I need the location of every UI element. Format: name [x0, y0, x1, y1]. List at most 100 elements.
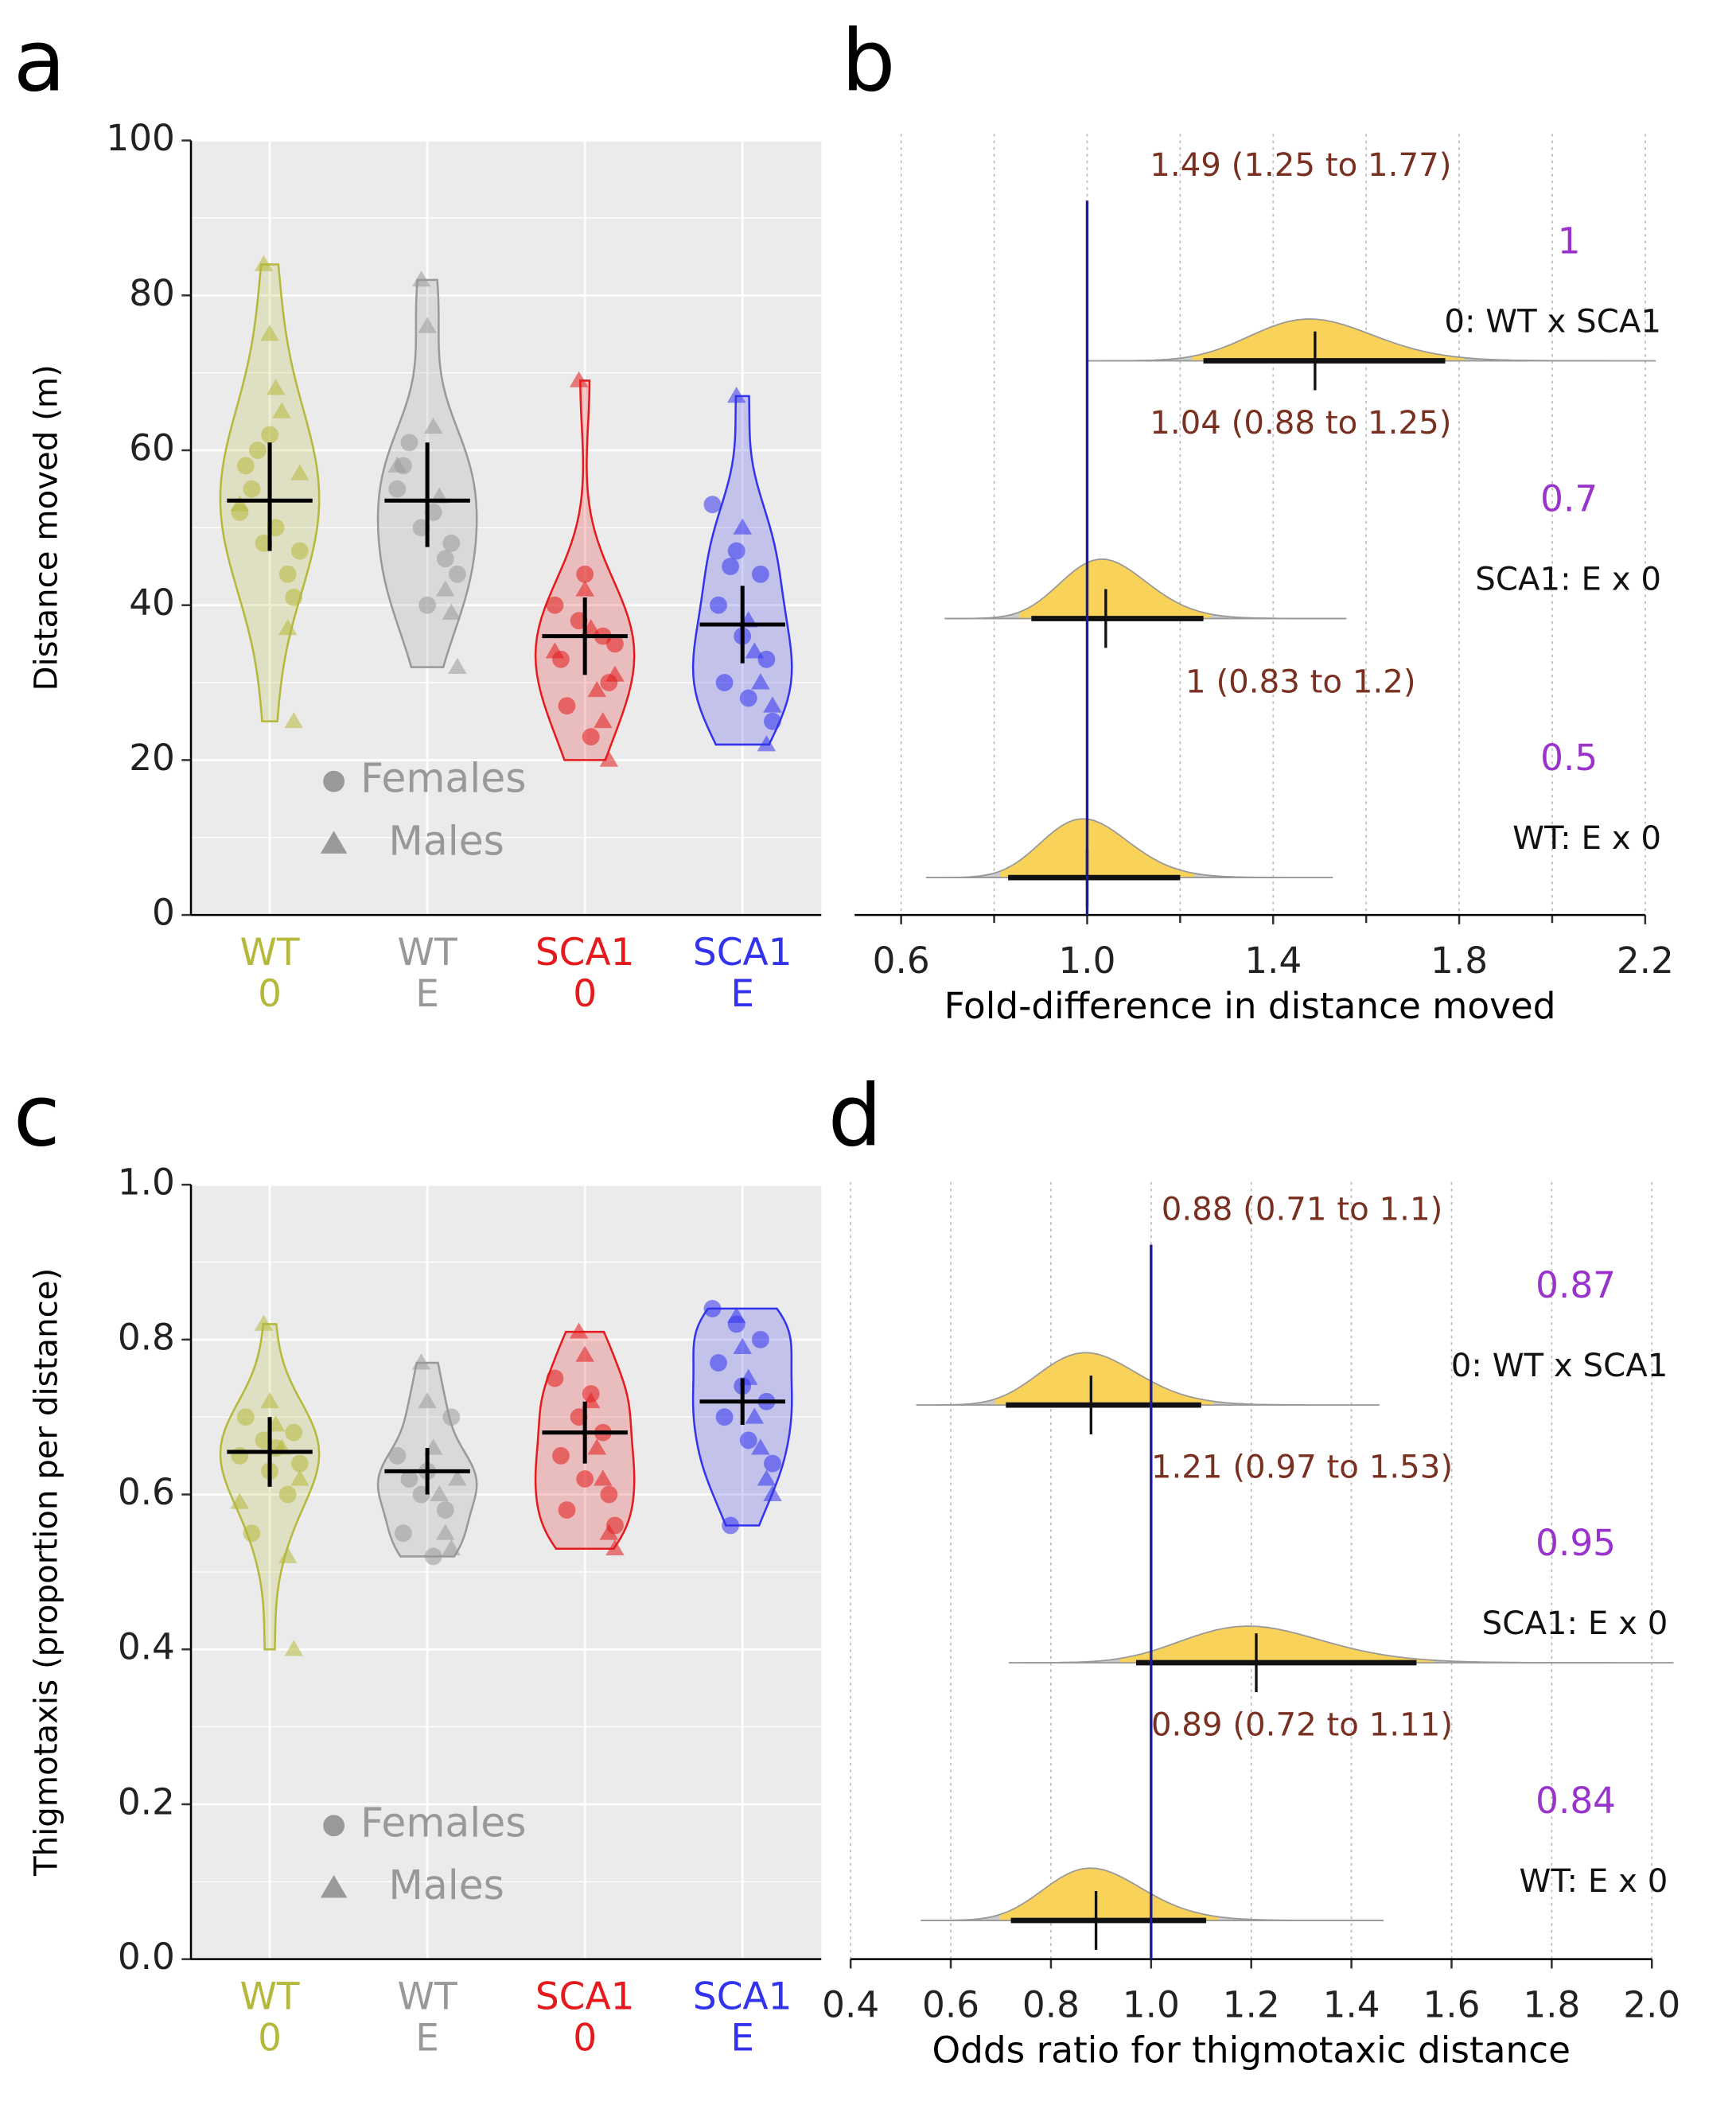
female-point [722, 1516, 740, 1535]
y-tick-label: 1.0 [118, 1162, 175, 1204]
x-tick-label: 1.6 [1423, 1984, 1480, 2026]
comparison-label: 0: WT x SCA1 [1444, 304, 1661, 340]
female-point [600, 1485, 618, 1504]
probability-label: 0.7 [1540, 477, 1598, 519]
probability-label: 0.87 [1536, 1264, 1616, 1306]
male-point [290, 1469, 309, 1486]
male-point [230, 495, 250, 512]
male-point [733, 1337, 752, 1354]
y-tick-label: 0.8 [118, 1316, 175, 1358]
male-point [448, 657, 467, 674]
x-tick-label: 0.6 [922, 1984, 979, 2026]
male-point [545, 642, 565, 659]
female-point [231, 1446, 249, 1465]
female-point [546, 596, 564, 614]
male-point [430, 1484, 449, 1501]
male-point [448, 1469, 467, 1486]
value-label: 1.49 (1.25 to 1.77) [1150, 147, 1451, 184]
male-point [230, 1492, 250, 1509]
male-point [587, 681, 607, 698]
female-point [715, 674, 734, 691]
x-tick-label: 0 [573, 972, 597, 1016]
x-tick-label: WT [398, 931, 457, 975]
y-tick-label: 0.0 [118, 1936, 175, 1978]
male-point [757, 735, 777, 752]
male-point [266, 379, 286, 395]
density-outline [921, 1867, 1384, 1921]
female-point [751, 565, 769, 583]
panel-label: c [14, 1067, 60, 1166]
male-point [290, 464, 309, 481]
male-point [751, 673, 770, 690]
x-tick-label: 0.4 [822, 1984, 879, 2026]
y-tick-label: 0.4 [118, 1626, 175, 1668]
density [1000, 819, 1194, 878]
probability-label: 0.95 [1536, 1522, 1616, 1564]
male-point [411, 270, 431, 287]
male-point [745, 642, 765, 659]
male-point [272, 402, 291, 418]
probability-label: 0.5 [1540, 737, 1598, 779]
value-label: 1 (0.83 to 1.2) [1185, 664, 1416, 701]
female-point [236, 457, 255, 475]
female-point [236, 1408, 255, 1426]
x-tick-label: 0 [573, 2017, 597, 2060]
female-point [278, 565, 297, 583]
probability-label: 0.84 [1536, 1780, 1616, 1822]
density [995, 1352, 1214, 1406]
female-point [243, 480, 261, 498]
female-point [703, 1300, 722, 1317]
y-axis-title: Distance moved (m) [28, 364, 64, 691]
comparison-label: WT: E x 0 [1520, 1863, 1668, 1900]
x-tick-label: E [730, 2017, 754, 2060]
female-point [739, 1431, 757, 1449]
male-point [733, 518, 752, 535]
male-point [594, 1469, 613, 1486]
x-tick-label: 1.0 [1123, 1984, 1180, 2026]
female-point [751, 1330, 769, 1348]
density [999, 1868, 1219, 1920]
x-tick-label: SCA1 [693, 931, 792, 975]
male-point [436, 1523, 455, 1540]
female-point [400, 434, 418, 452]
female-point [703, 496, 722, 514]
female-point [558, 697, 576, 715]
male-point [260, 1391, 279, 1409]
male-point [575, 580, 594, 597]
male-point [599, 750, 619, 767]
female-point [715, 1408, 734, 1426]
male-point [436, 580, 455, 597]
female-point [757, 650, 776, 668]
female-point [764, 1454, 781, 1473]
density [1192, 318, 1465, 361]
female-point [582, 728, 600, 746]
female-point [442, 1408, 461, 1426]
male-point [594, 711, 613, 729]
female-point [558, 1501, 576, 1519]
x-tick-label: 1.4 [1244, 940, 1302, 982]
x-tick-label: 1.8 [1430, 940, 1488, 982]
female-point [388, 480, 407, 498]
male-point [569, 371, 589, 387]
legend-symbol [320, 1874, 348, 1898]
female-point [418, 596, 437, 614]
male-point [763, 1484, 782, 1501]
male-point [757, 1469, 777, 1486]
male-point [387, 456, 407, 473]
female-point [442, 534, 461, 552]
female-point [710, 596, 727, 614]
probability-label: 1 [1558, 220, 1581, 262]
male-point [284, 711, 304, 729]
male-point [763, 696, 782, 713]
x-tick-label: SCA1 [535, 931, 635, 975]
male-point [751, 1438, 770, 1455]
female-point [606, 635, 624, 653]
male-point [745, 1407, 765, 1424]
male-point [411, 1353, 431, 1370]
female-point [436, 1501, 454, 1519]
density-outline [925, 818, 1333, 878]
density [1019, 558, 1212, 619]
panel-label: d [828, 1067, 882, 1166]
